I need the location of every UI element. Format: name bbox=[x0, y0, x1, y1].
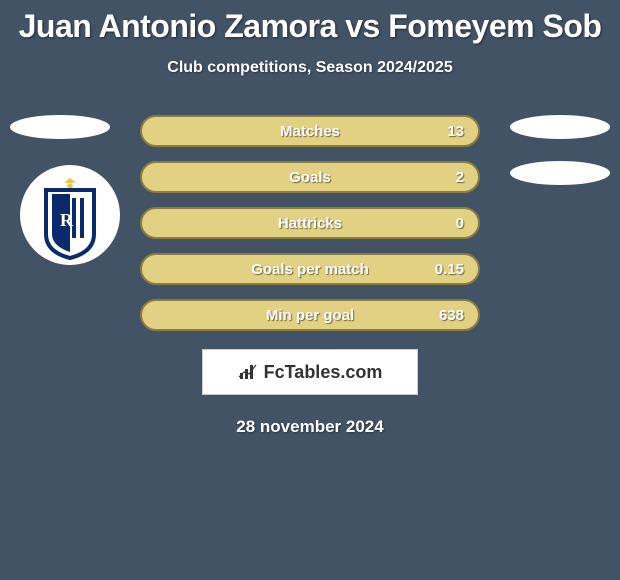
date-label: 28 november 2024 bbox=[0, 417, 620, 437]
player-right-badge bbox=[510, 115, 610, 139]
stat-label: Matches bbox=[280, 123, 340, 140]
stat-label: Hattricks bbox=[278, 215, 342, 232]
club-logo-left: R bbox=[20, 165, 120, 265]
stat-label: Goals per match bbox=[251, 261, 369, 278]
stat-value-right: 0.15 bbox=[435, 261, 464, 278]
brand-label: FcTables.com bbox=[264, 362, 383, 383]
stat-row: Matches 13 bbox=[140, 115, 480, 147]
player-left-badge bbox=[10, 115, 110, 139]
subtitle: Club competitions, Season 2024/2025 bbox=[0, 59, 620, 77]
shield-icon: R bbox=[42, 178, 98, 252]
stat-label: Goals bbox=[289, 169, 331, 186]
player-right-badge-2 bbox=[510, 161, 610, 185]
stat-value-right: 13 bbox=[447, 123, 464, 140]
infographic-container: Juan Antonio Zamora vs Fomeyem Sob Club … bbox=[0, 0, 620, 437]
svg-text:R: R bbox=[60, 210, 74, 230]
stat-value-right: 638 bbox=[439, 307, 464, 324]
page-title: Juan Antonio Zamora vs Fomeyem Sob bbox=[0, 8, 620, 45]
stat-row: Goals per match 0.15 bbox=[140, 253, 480, 285]
brand-box[interactable]: FcTables.com bbox=[202, 349, 418, 395]
stat-row: Min per goal 638 bbox=[140, 299, 480, 331]
stat-value-right: 2 bbox=[456, 169, 464, 186]
bars-icon bbox=[238, 363, 260, 381]
stats-area: R Matches 13 Goals 2 Hattricks 0 Goals p… bbox=[0, 115, 620, 331]
stat-label: Min per goal bbox=[266, 307, 354, 324]
stat-row: Hattricks 0 bbox=[140, 207, 480, 239]
stat-value-right: 0 bbox=[456, 215, 464, 232]
stat-row: Goals 2 bbox=[140, 161, 480, 193]
